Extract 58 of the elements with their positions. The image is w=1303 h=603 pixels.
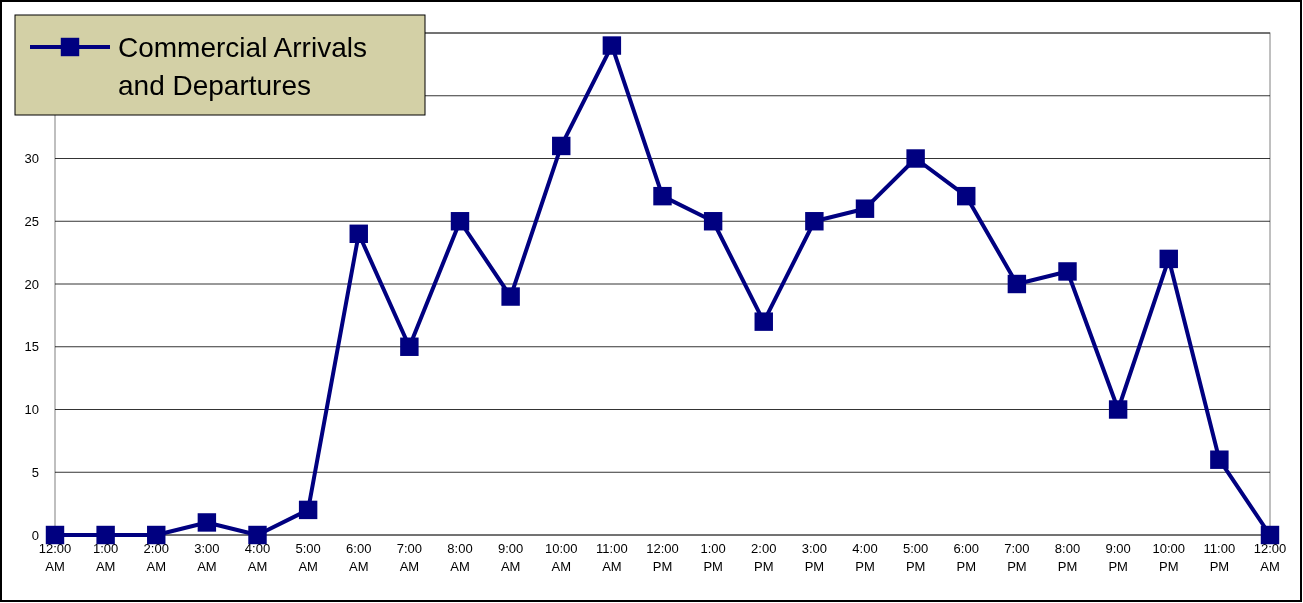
- x-tick-label: 3:00 PM: [801, 541, 828, 574]
- point: [1260, 525, 1280, 545]
- x-tick-label: 6:00 AM: [346, 541, 372, 574]
- point: [147, 525, 166, 545]
- x-tick-label: 1:00 AM: [92, 541, 119, 574]
- point: [1058, 262, 1077, 281]
- point: [450, 212, 470, 231]
- y-tick-label: 0: [31, 527, 39, 543]
- point: [501, 287, 520, 306]
- x-tick-label: 2:00 PM: [751, 541, 777, 574]
- x-tick-label: 9:00 PM: [1105, 541, 1131, 574]
- point: [400, 337, 419, 356]
- y-tick-label: 30: [24, 151, 39, 167]
- point: [1210, 450, 1229, 469]
- x-tick-label: 1:00 PM: [700, 541, 726, 574]
- x-tick-label: 10:00 PM: [1152, 541, 1186, 574]
- x-tick-label: 3:00 AM: [194, 541, 220, 574]
- point: [197, 513, 217, 532]
- y-tick-label: 20: [24, 276, 39, 292]
- x-tick-label: 4:00 AM: [244, 541, 271, 574]
- x-tick-label: 8:00 AM: [447, 541, 473, 574]
- x-tick-label: 8:00 PM: [1054, 541, 1081, 574]
- point: [805, 212, 824, 231]
- x-tick-label: 11:00 AM: [596, 541, 628, 574]
- x-tick-label: 4:00 PM: [852, 541, 878, 574]
- point: [653, 186, 672, 206]
- point: [1108, 400, 1128, 419]
- y-tick-label: 10: [24, 402, 39, 418]
- x-tick-label: 9:00 AM: [497, 541, 524, 574]
- point: [703, 212, 723, 231]
- point: [349, 224, 368, 244]
- point: [1007, 274, 1027, 294]
- y-tick-label: 25: [24, 213, 39, 229]
- y-tick-label: 5: [31, 464, 39, 480]
- point: [45, 525, 65, 545]
- point: [602, 36, 622, 55]
- point: [248, 525, 267, 545]
- x-tick-label: 12:00 AM: [38, 541, 72, 574]
- x-tick-label: 2:00 AM: [143, 541, 169, 574]
- point: [957, 186, 976, 206]
- point: [754, 312, 773, 331]
- point: [906, 149, 925, 168]
- legend-label: Commercial Arrivals and Departures: [118, 32, 367, 101]
- x-tick-label: 12:00 AM: [1253, 541, 1287, 574]
- x-tick-label: 7:00 PM: [1004, 541, 1030, 574]
- x-tick-label: 11:00 PM: [1203, 541, 1236, 574]
- point: [552, 136, 571, 156]
- point: [1159, 249, 1178, 269]
- x-tick-label: 12:00 PM: [646, 541, 679, 574]
- x-tick-label: 5:00 AM: [295, 541, 321, 574]
- x-tick-label: 5:00 PM: [902, 541, 929, 574]
- x-tick-label: 10:00 AM: [544, 541, 578, 574]
- x-tick-label: 7:00 AM: [396, 541, 423, 574]
- point: [96, 525, 115, 545]
- point: [298, 500, 318, 520]
- y-tick-label: 15: [24, 339, 39, 355]
- x-tick-label: 6:00 PM: [953, 541, 979, 574]
- point: [855, 199, 875, 218]
